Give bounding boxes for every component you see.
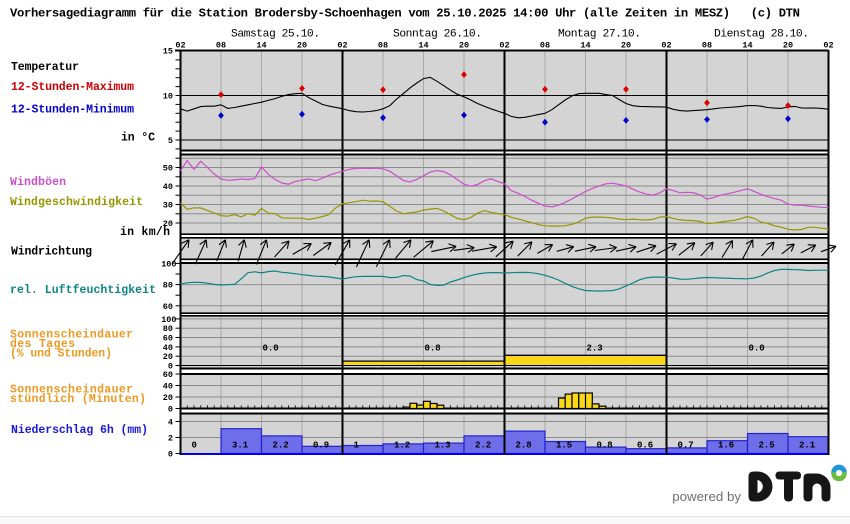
svg-text:1.2: 1.2 [394,441,410,451]
svg-text:14: 14 [256,41,266,51]
svg-text:40: 40 [163,182,173,192]
svg-text:2.3: 2.3 [587,344,603,354]
svg-text:0.7: 0.7 [678,441,694,451]
svg-text:(% und Stunden): (% und Stunden) [10,348,112,361]
svg-text:rel. Luftfeuchtigkeit: rel. Luftfeuchtigkeit [10,284,156,297]
svg-text:3.1: 3.1 [232,441,249,451]
svg-text:02: 02 [175,41,185,51]
svg-text:100: 100 [161,259,176,269]
svg-text:Windgeschwindigkeit: Windgeschwindigkeit [10,196,143,209]
svg-text:02: 02 [499,41,509,51]
svg-text:0.6: 0.6 [637,441,653,451]
svg-text:1.3: 1.3 [435,441,451,451]
svg-text:Temperatur: Temperatur [11,61,79,74]
svg-text:08: 08 [216,41,226,51]
svg-text:12-Stunden-Maximum: 12-Stunden-Maximum [11,81,134,94]
svg-text:02: 02 [823,41,833,51]
svg-text:in km/h: in km/h [120,226,170,239]
svg-text:02: 02 [337,41,347,51]
svg-text:50: 50 [163,164,173,174]
svg-text:Vorhersagediagramm für die Sta: Vorhersagediagramm für die Station Brode… [10,6,800,20]
svg-text:0: 0 [168,405,173,415]
svg-text:4: 4 [168,418,173,428]
svg-text:0: 0 [168,450,173,460]
svg-text:20: 20 [297,41,307,51]
svg-text:60: 60 [163,302,173,312]
svg-text:08: 08 [540,41,550,51]
svg-text:Samstag 25.10.: Samstag 25.10. [231,28,320,40]
svg-text:5: 5 [168,136,173,146]
svg-text:0.9: 0.9 [313,441,329,451]
svg-text:2.1: 2.1 [799,441,816,451]
svg-text:10: 10 [163,92,173,102]
svg-text:20: 20 [163,219,173,229]
svg-text:Dienstag 28.10.: Dienstag 28.10. [714,28,809,40]
svg-text:02: 02 [661,41,671,51]
svg-text:15: 15 [163,47,173,57]
svg-text:Sonnenscheindauer: Sonnenscheindauer [10,329,133,342]
svg-text:1: 1 [354,441,360,451]
svg-text:30: 30 [163,201,173,211]
svg-text:0.8: 0.8 [597,441,613,451]
svg-text:60: 60 [163,334,173,344]
svg-text:0.0: 0.0 [263,344,279,354]
svg-text:80: 80 [163,281,173,291]
svg-text:100: 100 [161,315,176,325]
svg-text:12-Stunden-Minimum: 12-Stunden-Minimum [11,104,134,117]
svg-text:20: 20 [163,393,173,403]
svg-text:0.8: 0.8 [425,344,441,354]
svg-text:in °C: in °C [121,132,155,145]
svg-text:2.5: 2.5 [759,441,775,451]
svg-text:0: 0 [168,362,173,372]
svg-text:2.2: 2.2 [475,441,491,451]
svg-text:60: 60 [163,370,173,380]
svg-text:Windrichtung: Windrichtung [11,246,92,259]
svg-text:80: 80 [163,324,173,334]
svg-text:stündlich (Minuten): stündlich (Minuten) [10,393,146,406]
svg-text:Niederschlag 6h (mm): Niederschlag 6h (mm) [11,424,148,437]
svg-text:20: 20 [783,41,793,51]
svg-text:Montag 27.10.: Montag 27.10. [558,28,641,40]
svg-text:08: 08 [378,41,388,51]
svg-text:Windböen: Windböen [10,176,66,189]
svg-text:08: 08 [702,41,712,51]
svg-text:1.6: 1.6 [718,441,734,451]
svg-text:Sonnenscheindauer: Sonnenscheindauer [10,384,133,397]
svg-text:20: 20 [621,41,631,51]
svg-text:2.8: 2.8 [516,441,532,451]
svg-text:2.2: 2.2 [273,441,289,451]
svg-text:1.5: 1.5 [556,441,572,451]
svg-text:des Tages: des Tages [10,338,75,351]
svg-text:0.0: 0.0 [749,344,765,354]
svg-text:20: 20 [163,352,173,362]
svg-text:14: 14 [580,41,590,51]
svg-text:20: 20 [459,41,469,51]
svg-text:2: 2 [168,434,173,444]
svg-text:Sonntag 26.10.: Sonntag 26.10. [393,28,482,40]
svg-text:14: 14 [418,41,428,51]
svg-text:0: 0 [192,441,197,451]
svg-text:40: 40 [163,343,173,353]
svg-text:powered by: powered by [672,489,741,504]
svg-text:40: 40 [163,382,173,392]
svg-text:14: 14 [742,41,752,51]
